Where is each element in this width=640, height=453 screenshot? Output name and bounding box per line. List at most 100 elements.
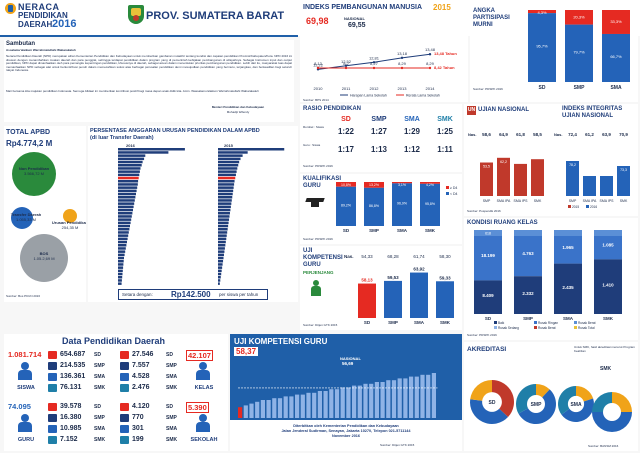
- anggaran-bar-left: [118, 282, 122, 285]
- kualifikasi-bar-top: [364, 182, 384, 188]
- un-value-label: 53,5: [483, 165, 490, 169]
- ukg-value-label: 59,53: [387, 275, 399, 280]
- footer-line1: Diterbitkan oleh Kementerian Pendidikan …: [293, 424, 399, 428]
- level-badge-icon: [120, 425, 129, 433]
- anggaran-bar-right: [218, 279, 221, 282]
- apbd-bubble: [63, 209, 77, 223]
- iiun-nas-value: 72,4: [568, 132, 577, 137]
- ukg-kab-national-label: NASIONAL: [340, 356, 361, 361]
- data-block-value: 16.380: [60, 414, 82, 421]
- ukg-kab-bar: [403, 378, 408, 418]
- un-nas-label: Nas.: [468, 132, 476, 137]
- apm-top-label: 20,3%: [573, 14, 585, 19]
- level-badge-icon: [120, 384, 129, 392]
- ukg-kab-bar: [323, 391, 328, 418]
- ipm-point-bottom: [316, 66, 320, 70]
- un-bar-a: [514, 163, 527, 196]
- iiun-nas-value: 70,9: [619, 132, 628, 137]
- rasio-source: Sumber: PDSPK 2016: [303, 164, 333, 168]
- iiun-bar: [600, 176, 613, 196]
- anggaran-bar-left: [118, 234, 129, 237]
- ipm-value: 69,98: [306, 16, 329, 26]
- kualifikasi-bottom-label: 96,9%: [397, 202, 407, 206]
- ipm-point-bottom: [372, 66, 376, 70]
- anggaran-bar-left: [118, 186, 138, 189]
- ruang-category-label: SD: [485, 316, 492, 321]
- ipm-point-bottom: [400, 66, 404, 70]
- kualifikasi-category-label: SMP: [369, 228, 379, 233]
- iiun-category-label: SMK: [620, 199, 628, 203]
- level-badge-icon: [48, 436, 57, 444]
- akreditasi-chart: SD SMP SMA: [470, 380, 632, 432]
- ukg-kab-value: 58,37: [234, 347, 259, 356]
- ipm-label-top: 12,52: [341, 59, 352, 64]
- un-value-label: 62,2: [500, 160, 507, 164]
- data-block-value: 7.152: [60, 436, 78, 443]
- akreditasi-panel: AKREDITASI Untuk SMK, hasil akreditasi m…: [464, 342, 638, 451]
- iiun-value-label: 78,2: [569, 163, 576, 167]
- kualifikasi-bottom-label: 89,2%: [341, 203, 351, 207]
- ipm-bottom-end-label: 8,42 Tahun: [434, 65, 455, 70]
- apm-bar-top: [528, 10, 556, 14]
- anggaran-bar-right: [218, 266, 223, 269]
- ukg-kab-bar: [312, 392, 317, 418]
- rasio-level-label: SMA: [404, 116, 420, 123]
- ukg-kab-bar: [352, 385, 357, 418]
- ipm-year: 2015: [433, 3, 451, 12]
- akreditasi-note: Untuk SMK, hasil akreditasi menurut Prog…: [574, 345, 635, 353]
- ukg-national-label: Nas.: [344, 254, 354, 259]
- rasio-guru-value: 1:17: [337, 145, 354, 154]
- anggaran-bar-left: [118, 263, 124, 266]
- kualifikasi-panel: KUALIFIKASI GURU 10,8% 89,2% SD 13,2% 86,8% S…: [300, 174, 462, 244]
- signature-role: Menteri Pendidikan dan Kebudayaan: [211, 105, 265, 109]
- akreditasi-category-label: SMA: [570, 402, 582, 408]
- apbd-bubble-label: Urusan Pendidikan: [52, 220, 86, 225]
- akreditasi-slice: [470, 399, 509, 424]
- data-block-total: 5.390: [186, 402, 209, 413]
- anggaran-bar-left: [118, 215, 132, 218]
- ruang-legend-mark: [574, 326, 577, 329]
- students-icon: [16, 362, 34, 382]
- rasio-guru-value: 1:11: [437, 145, 453, 154]
- ukg-kab-source: Sumber: Ditjen GTK 2015: [380, 443, 415, 447]
- ipm-label-bottom: 8,13: [314, 61, 323, 66]
- ruang-top-label: 18.199: [481, 253, 495, 258]
- ruang-top-label: 4.763: [522, 251, 534, 256]
- kualifikasi-legend-a: ≥ D4: [450, 186, 457, 190]
- anggaran-bar-left: [118, 247, 126, 250]
- data-block-value: 136.361: [60, 373, 86, 380]
- ukg-category-label: SD: [364, 320, 371, 325]
- un-nas-value: 64,9: [499, 132, 508, 137]
- ukg-kab-bar: [420, 374, 425, 418]
- anggaran-bar-right: [218, 228, 228, 231]
- level-badge-icon: [48, 373, 57, 381]
- apm-top-label: 4,3%: [537, 10, 547, 15]
- anggaran-bar-left: [118, 160, 143, 164]
- apm-bottom-label: 66,7%: [610, 54, 622, 59]
- apbd-bubble-label: Non Pendidikan: [19, 166, 50, 171]
- ipm-label-bottom: 8,27: [370, 61, 379, 66]
- anggaran-panel: PERSENTASE ANGGARAN URUSAN PENDIDIKAN DA…: [88, 126, 298, 302]
- data-block-value: 27.546: [132, 351, 154, 358]
- ukg-kab-panel: UJI KOMPETENSI GURU 58,37 NASIONAL 56,69…: [230, 334, 462, 451]
- ruang-bottom-label: 2.435: [562, 285, 574, 290]
- un-bar-b: [532, 163, 543, 196]
- data-block-sekolah: 5.390 SEKOLAH 4.120 SD 770 SMP 301 SMA 199 SMK: [116, 400, 228, 450]
- anggaran-bar-right: [218, 212, 230, 215]
- iiun-legend-b: 2016: [590, 205, 597, 209]
- level-badge-icon: [48, 351, 57, 359]
- apbd-title: TOTAL APBD: [6, 129, 51, 136]
- anggaran-bar-right: [218, 186, 234, 189]
- anggaran-bar-left: [118, 231, 129, 234]
- ruang-chart: 618 18.199 8.409 SD 4.763 2.332 SMP 1.965 2.435 S…: [474, 230, 622, 330]
- un-badge-icon: UN: [467, 106, 476, 115]
- province-name: PROV. SUMATERA BARAT: [146, 10, 285, 22]
- ukg-kab-bar: [289, 396, 294, 418]
- level-badge-icon: [48, 425, 57, 433]
- data-block-value: 770: [132, 414, 144, 421]
- data-block-label: SEKOLAH: [190, 437, 218, 443]
- ukg-kab-bar: [363, 383, 368, 418]
- ipm-label-top: 13,48: [425, 47, 436, 52]
- apm-bar-bottom: [565, 24, 593, 83]
